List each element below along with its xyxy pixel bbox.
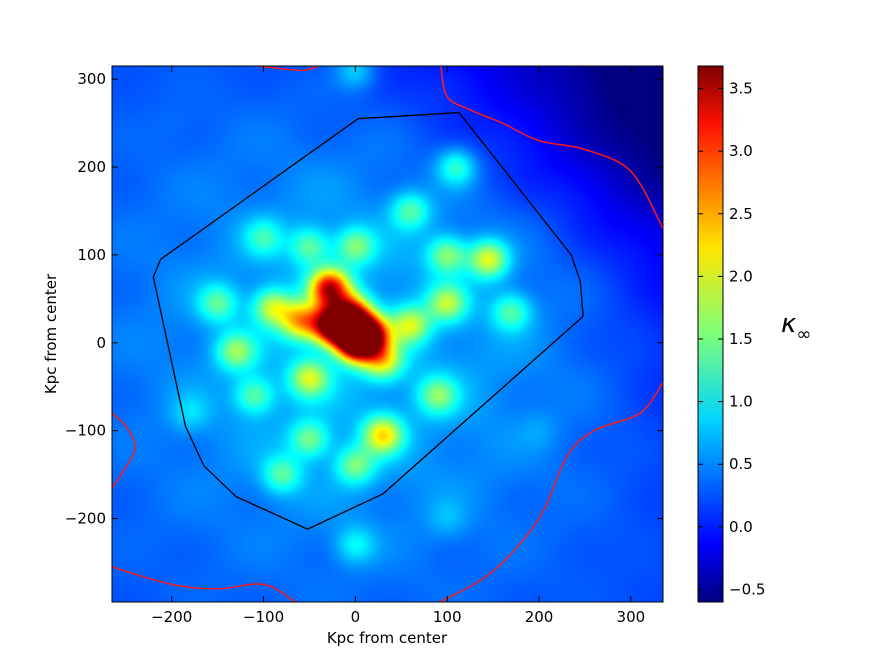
y-tick-label: 200 [77, 158, 106, 176]
colorbar: −0.5 0.0 0.5 1.0 1.5 2.0 2.5 3.0 3.5 κ∞ [697, 65, 811, 603]
field-outline-polygon [152, 111, 584, 530]
x-axis: −200 −100 0 100 200 300 [151, 66, 645, 626]
red-contour-line [439, 381, 663, 602]
red-contour-line [112, 412, 136, 489]
y-tick-label: −200 [65, 510, 106, 528]
colorbar-tick-label: 3.0 [729, 142, 753, 160]
red-contour-line [440, 66, 663, 229]
kappa-heatmap-image [112, 66, 663, 602]
y-tick-label: 300 [77, 70, 106, 88]
x-tick-label: 100 [433, 608, 462, 626]
x-tick-label: 0 [351, 608, 361, 626]
colorbar-label: κ∞ [781, 309, 811, 345]
x-tick-label: −200 [151, 608, 192, 626]
colorbar-tick-label: −0.5 [729, 580, 765, 598]
x-axis-label: Kpc from center [327, 629, 448, 647]
heatmap-plot: −200 −100 0 100 200 300 −200 −100 0 100 200 300 Kp… [42, 65, 664, 647]
y-axis: −200 −100 0 100 200 300 [65, 70, 663, 528]
colorbar-label-subscript: ∞ [796, 324, 811, 345]
red-contours [112, 66, 663, 602]
x-tick-label: 200 [525, 608, 554, 626]
colorbar-tick-label: 1.5 [729, 330, 753, 348]
y-axis-label: Kpc from center [42, 273, 60, 394]
red-contour-line [258, 66, 319, 72]
colorbar-tick-label: 1.0 [729, 393, 753, 411]
colorbar-label-main: κ [781, 309, 797, 339]
colorbar-frame [697, 65, 724, 603]
colorbar-gradient [698, 66, 723, 602]
colorbar-tick-label: 2.5 [729, 205, 753, 223]
x-tick-label: 300 [617, 608, 646, 626]
colorbar-tick-label: 0.0 [729, 518, 753, 536]
y-tick-label: 0 [96, 334, 106, 352]
y-tick-label: 100 [77, 246, 106, 264]
y-tick-label: −100 [65, 422, 106, 440]
red-contour-line [112, 566, 297, 602]
colorbar-tick-label: 0.5 [729, 455, 753, 473]
x-tick-label: −100 [243, 608, 284, 626]
plot-frame [111, 65, 664, 603]
colorbar-ticks: −0.5 0.0 0.5 1.0 1.5 2.0 2.5 3.0 3.5 [698, 80, 765, 598]
colorbar-tick-label: 2.0 [729, 267, 753, 285]
colorbar-tick-label: 3.5 [729, 80, 753, 98]
